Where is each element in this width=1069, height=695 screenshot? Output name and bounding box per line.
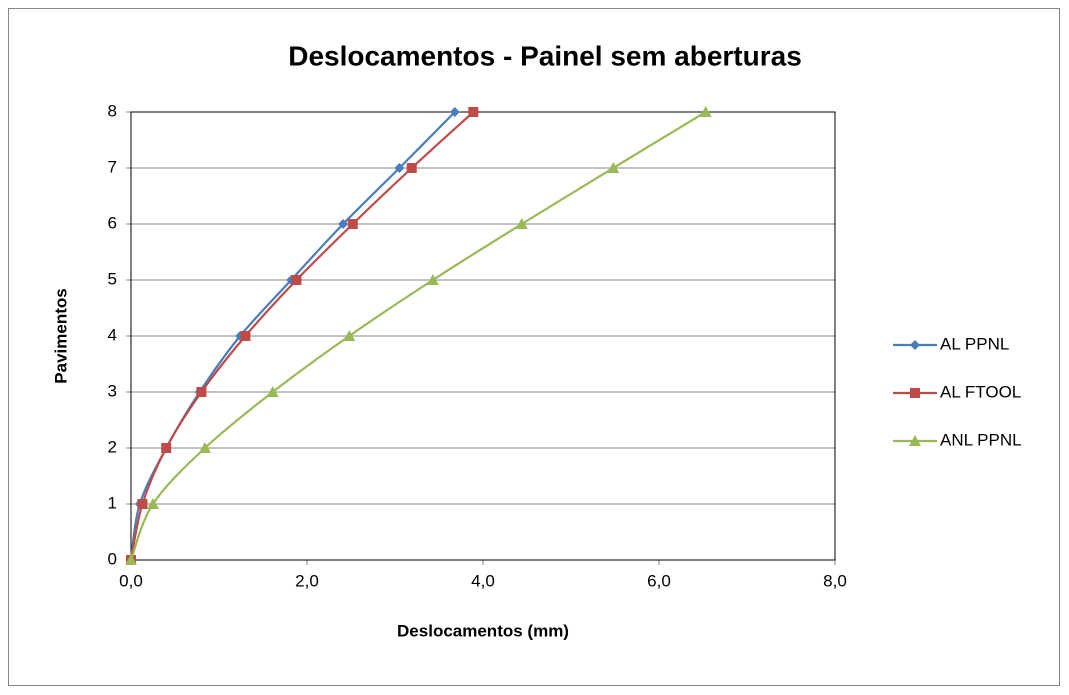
x-tick-label: 0,0 (119, 571, 143, 590)
marker (196, 387, 207, 397)
marker (343, 330, 356, 341)
legend-label: AL PPNL (940, 334, 1009, 353)
marker (347, 219, 358, 229)
marker (406, 163, 417, 173)
marker (137, 499, 148, 509)
y-tick-label: 3 (108, 381, 117, 400)
x-tick-label: 6,0 (647, 571, 671, 590)
marker (468, 107, 479, 117)
x-tick-label: 8,0 (823, 571, 847, 590)
marker (147, 498, 159, 509)
x-axis-label: Deslocamentos (mm) (397, 621, 569, 640)
marker (515, 218, 528, 229)
marker (161, 443, 172, 453)
marker (909, 435, 921, 446)
plot-border (130, 111, 836, 561)
marker (449, 107, 460, 117)
series-line (129, 111, 707, 561)
marker (266, 386, 279, 397)
marker (426, 274, 439, 285)
legend-label: ANL PPNL (940, 430, 1022, 449)
marker (125, 554, 137, 565)
y-axis-label: Pavimentos (51, 288, 70, 383)
y-tick-label: 6 (108, 213, 117, 232)
series-line (129, 111, 475, 561)
marker (607, 162, 620, 173)
y-tick-label: 5 (108, 269, 117, 288)
marker (394, 163, 405, 173)
y-tick-label: 4 (108, 325, 117, 344)
marker (240, 331, 251, 341)
marker (699, 106, 712, 117)
chart-border (8, 8, 1060, 686)
x-tick-label: 4,0 (471, 571, 495, 590)
marker (338, 219, 349, 229)
y-tick-label: 2 (108, 437, 117, 456)
marker (910, 388, 920, 398)
chart-title: Deslocamentos - Painel sem aberturas (288, 40, 802, 71)
y-tick-label: 7 (108, 157, 117, 176)
y-tick-label: 8 (108, 101, 117, 120)
legend-label: AL FTOOL (940, 382, 1021, 401)
y-tick-label: 0 (108, 549, 117, 568)
marker (910, 340, 920, 350)
marker (291, 275, 302, 285)
x-tick-label: 2,0 (295, 571, 319, 590)
marker (198, 442, 211, 453)
y-tick-label: 1 (108, 493, 117, 512)
